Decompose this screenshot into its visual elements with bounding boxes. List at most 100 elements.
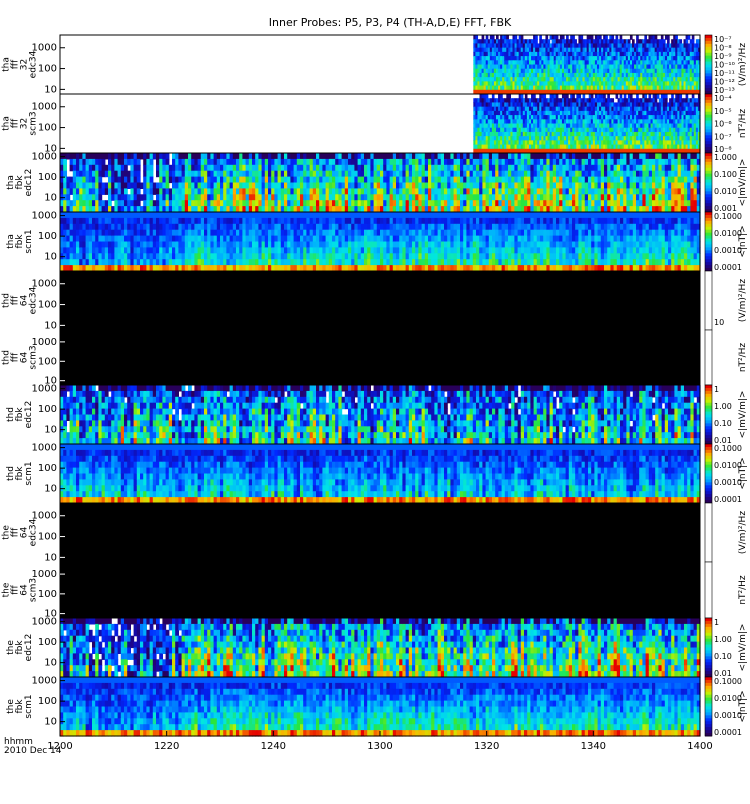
spectrogram-cell xyxy=(525,94,528,99)
spectrogram-cell xyxy=(102,159,106,166)
panel-label: thafff32edc34 xyxy=(2,50,39,78)
spectrogram-cell xyxy=(508,94,511,99)
spectrogram-cell xyxy=(688,35,691,40)
spectrogram-cell xyxy=(574,39,577,44)
colorbar-segment xyxy=(705,73,712,76)
spectrogram-cell xyxy=(572,35,575,40)
spectrogram-cell xyxy=(632,39,635,44)
spectrogram-cell xyxy=(533,94,536,99)
spectrogram-cell xyxy=(692,94,695,99)
spectrogram-cell xyxy=(543,94,546,99)
spectrogram-cell xyxy=(671,94,674,99)
colorbar-tick-label: 10⁻¹² xyxy=(714,78,735,87)
colorbar-segment xyxy=(705,144,712,147)
spectrogram-cell xyxy=(603,94,606,99)
spectrogram-cell xyxy=(611,98,614,103)
spectrogram-cell xyxy=(566,35,569,40)
colorbar-segment xyxy=(705,132,712,135)
colorbar-segment xyxy=(705,97,712,100)
spectrogram-cell xyxy=(661,35,664,40)
spectrogram-cell xyxy=(556,35,559,40)
spectrogram-cell xyxy=(166,153,170,160)
spectrogram-cell xyxy=(644,94,647,99)
colorbar-segment xyxy=(705,47,712,50)
spectrogram-cell xyxy=(675,35,678,40)
spectrogram-cell xyxy=(644,35,647,40)
panel-tha-fff-32-edc34: 101001000thafff32edc3410⁻¹³10⁻¹²10⁻¹¹10⁻… xyxy=(2,35,749,95)
spectrogram-cell xyxy=(535,35,538,40)
spectrogram-cell xyxy=(150,159,154,166)
colorbar-segment xyxy=(705,106,712,109)
spectrogram-cell xyxy=(63,159,67,166)
spectrogram-cell xyxy=(572,94,575,99)
spectrogram-cell xyxy=(583,94,586,99)
colorbar-label: nT²/Hz xyxy=(738,109,748,139)
spectrogram-cell xyxy=(636,35,639,40)
spectrogram-cell xyxy=(655,98,658,103)
spectrogram-cell xyxy=(692,39,695,44)
spectrogram-cell xyxy=(616,35,619,40)
spectrogram-cell xyxy=(66,194,70,201)
spectrogram-cell xyxy=(137,200,141,207)
spectrogram-cell xyxy=(124,165,128,172)
colorbar-segment xyxy=(705,100,712,103)
panel-tha-fff-32-scm3: 101001000thafff32scm310⁻⁸10⁻⁷10⁻⁶10⁻⁵10⁻… xyxy=(2,94,749,154)
spectrogram-cell xyxy=(98,177,102,184)
spectrogram-cell xyxy=(556,94,559,99)
spectrogram-cell xyxy=(562,35,565,40)
spectrogram-cell xyxy=(506,35,509,40)
spectrogram-cell xyxy=(521,35,524,40)
spectrogram-cell xyxy=(150,171,154,178)
colorbar-tick-label: 10⁻⁸ xyxy=(714,44,732,53)
spectrogram-cell xyxy=(591,35,594,40)
colorbar-segment xyxy=(705,62,712,65)
spectrogram-cell xyxy=(137,165,141,172)
spectrogram-cell xyxy=(482,35,485,40)
spectrogram-cell xyxy=(548,39,551,44)
colorbar-segment xyxy=(705,50,712,53)
spectrogram-cell xyxy=(492,94,495,99)
colorbar-segment xyxy=(705,135,712,138)
colorbar-tick-label: 10⁻⁵ xyxy=(714,107,732,116)
colorbar-segment xyxy=(705,109,712,112)
spectrogram-cell xyxy=(500,94,503,99)
colorbar-tick-label: 10⁻¹¹ xyxy=(714,69,735,78)
colorbar-tick-label: 10⁻⁶ xyxy=(714,120,732,129)
spectrogram-cell xyxy=(667,35,670,40)
colorbar-segment xyxy=(705,141,712,144)
spectrogram-cell xyxy=(63,165,67,172)
colorbar-segment xyxy=(705,121,712,124)
panel-label-line: edc34 xyxy=(29,50,39,78)
spectrogram-cell xyxy=(580,35,583,40)
spectrogram-cell xyxy=(686,39,689,44)
colorbar-segment xyxy=(705,115,712,118)
colorbar-segment xyxy=(705,138,712,141)
spectrogram-cell xyxy=(657,94,660,99)
colorbar-segment xyxy=(705,79,712,82)
y-tick-label: 100 xyxy=(38,64,57,75)
spectrogram-cell xyxy=(137,159,141,166)
colorbar-label: (V/m)²/Hz xyxy=(738,43,748,86)
colorbar-segment xyxy=(705,70,712,73)
spectrogram-cell xyxy=(599,35,602,40)
spectrogram-cell xyxy=(679,94,682,99)
spectrogram-cell xyxy=(630,94,633,99)
spectrogram-cell xyxy=(150,177,154,184)
colorbar-segment xyxy=(705,82,712,85)
spectrogram-cell xyxy=(539,35,542,40)
spectrogram-cell xyxy=(166,183,170,190)
colorbar-segment xyxy=(705,59,712,62)
colorbar-segment xyxy=(705,38,712,41)
colorbar-segment xyxy=(705,44,712,47)
spectrogram-cell xyxy=(545,35,548,40)
colorbar-segment xyxy=(705,112,712,115)
colorbar-segment xyxy=(705,53,712,56)
spectrogram-cell xyxy=(620,35,623,40)
spectrogram-cell xyxy=(665,98,668,103)
spectrogram-cell xyxy=(605,35,608,40)
spectrogram-cell xyxy=(486,94,489,99)
spectrogram-cell xyxy=(63,171,67,178)
colorbar-tick-label: 10⁻¹⁰ xyxy=(714,61,735,70)
colorbar-segment xyxy=(705,88,712,91)
